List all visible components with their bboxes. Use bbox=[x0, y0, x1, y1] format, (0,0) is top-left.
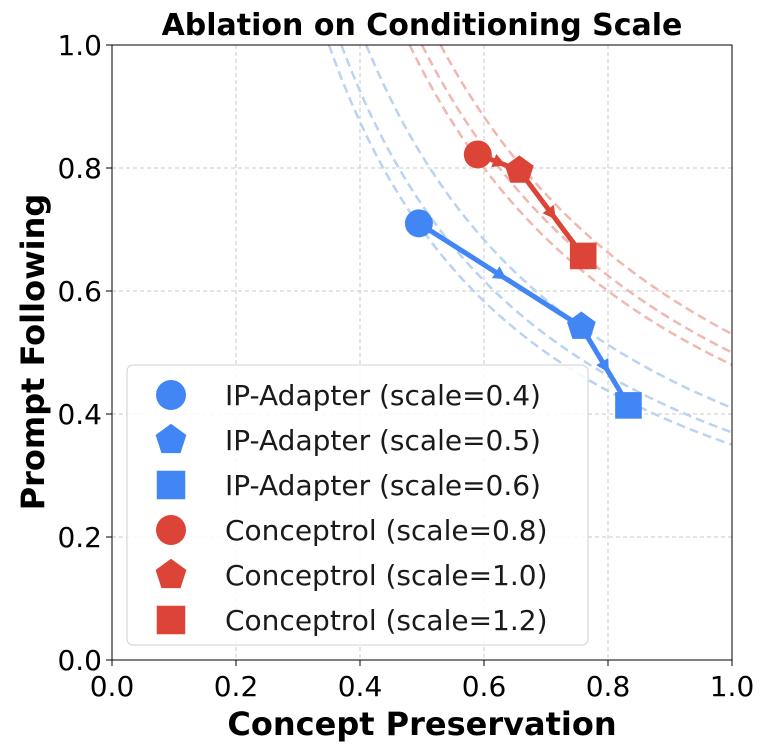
y-tick-label: 0.0 bbox=[57, 644, 102, 677]
legend-marker-circle bbox=[156, 515, 186, 545]
x-tick-label: 0.8 bbox=[586, 670, 631, 703]
direction-arrow bbox=[542, 204, 556, 220]
data-point-circle bbox=[463, 140, 492, 169]
x-tick-label: 0.2 bbox=[214, 670, 259, 703]
data-point-square bbox=[615, 392, 642, 419]
plot-frame bbox=[111, 44, 733, 661]
legend-label: Conceptrol (scale=1.0) bbox=[225, 559, 548, 592]
legend-marker-pentagon bbox=[155, 558, 187, 589]
y-tick-label: 1.0 bbox=[57, 29, 102, 62]
x-tick-label: 0.4 bbox=[338, 670, 383, 703]
axis-ticks: 0.0 0.2 0.4 0.6 0.8 1.0 0.0 0.2 0.4 0.6 0.8 1.0 bbox=[57, 29, 754, 703]
legend-label: IP-Adapter (scale=0.5) bbox=[225, 424, 541, 457]
y-tick-label: 0.2 bbox=[57, 521, 102, 554]
legend-box bbox=[126, 364, 589, 646]
chart-title: Ablation on Conditioning Scale bbox=[162, 8, 683, 43]
series-conceptrol bbox=[463, 140, 597, 270]
contour-curve bbox=[327, 45, 732, 446]
contour-curve bbox=[408, 45, 732, 366]
series-ip-adapter bbox=[404, 209, 642, 419]
x-tick-label: 0.6 bbox=[462, 670, 507, 703]
y-tick-label: 0.6 bbox=[57, 275, 102, 308]
data-point-pentagon bbox=[566, 311, 596, 339]
direction-arrow bbox=[491, 266, 507, 280]
contour-curve bbox=[365, 45, 732, 410]
legend-marker-circle bbox=[156, 380, 186, 410]
x-tick-label: 1.0 bbox=[710, 670, 755, 703]
data-point-pentagon bbox=[504, 155, 534, 183]
legend-marker-square bbox=[156, 605, 186, 635]
direction-arrow bbox=[596, 357, 609, 373]
legend-label: IP-Adapter (scale=0.4) bbox=[225, 379, 541, 412]
data-point-circle bbox=[404, 209, 433, 238]
contour-curve bbox=[439, 45, 732, 336]
legend-label: IP-Adapter (scale=0.6) bbox=[225, 469, 541, 502]
legend-marker-square bbox=[156, 470, 186, 500]
legend: IP-Adapter (scale=0.4) IP-Adapter (scale=… bbox=[126, 364, 589, 646]
direction-arrow bbox=[491, 154, 506, 168]
legend-marker-pentagon bbox=[155, 423, 187, 454]
legend-label: Conceptrol (scale=1.2) bbox=[225, 604, 548, 637]
x-tick-label: 0.0 bbox=[90, 670, 135, 703]
contour-curve bbox=[420, 45, 732, 354]
y-axis-label: Prompt Following bbox=[14, 194, 52, 511]
series-layer bbox=[404, 140, 642, 419]
data-point-square bbox=[569, 242, 597, 270]
y-tick-label: 0.8 bbox=[57, 152, 102, 185]
x-axis-label: Concept Preservation bbox=[227, 705, 616, 743]
legend-label: Conceptrol (scale=0.8) bbox=[225, 514, 548, 547]
y-tick-label: 0.4 bbox=[57, 398, 102, 431]
